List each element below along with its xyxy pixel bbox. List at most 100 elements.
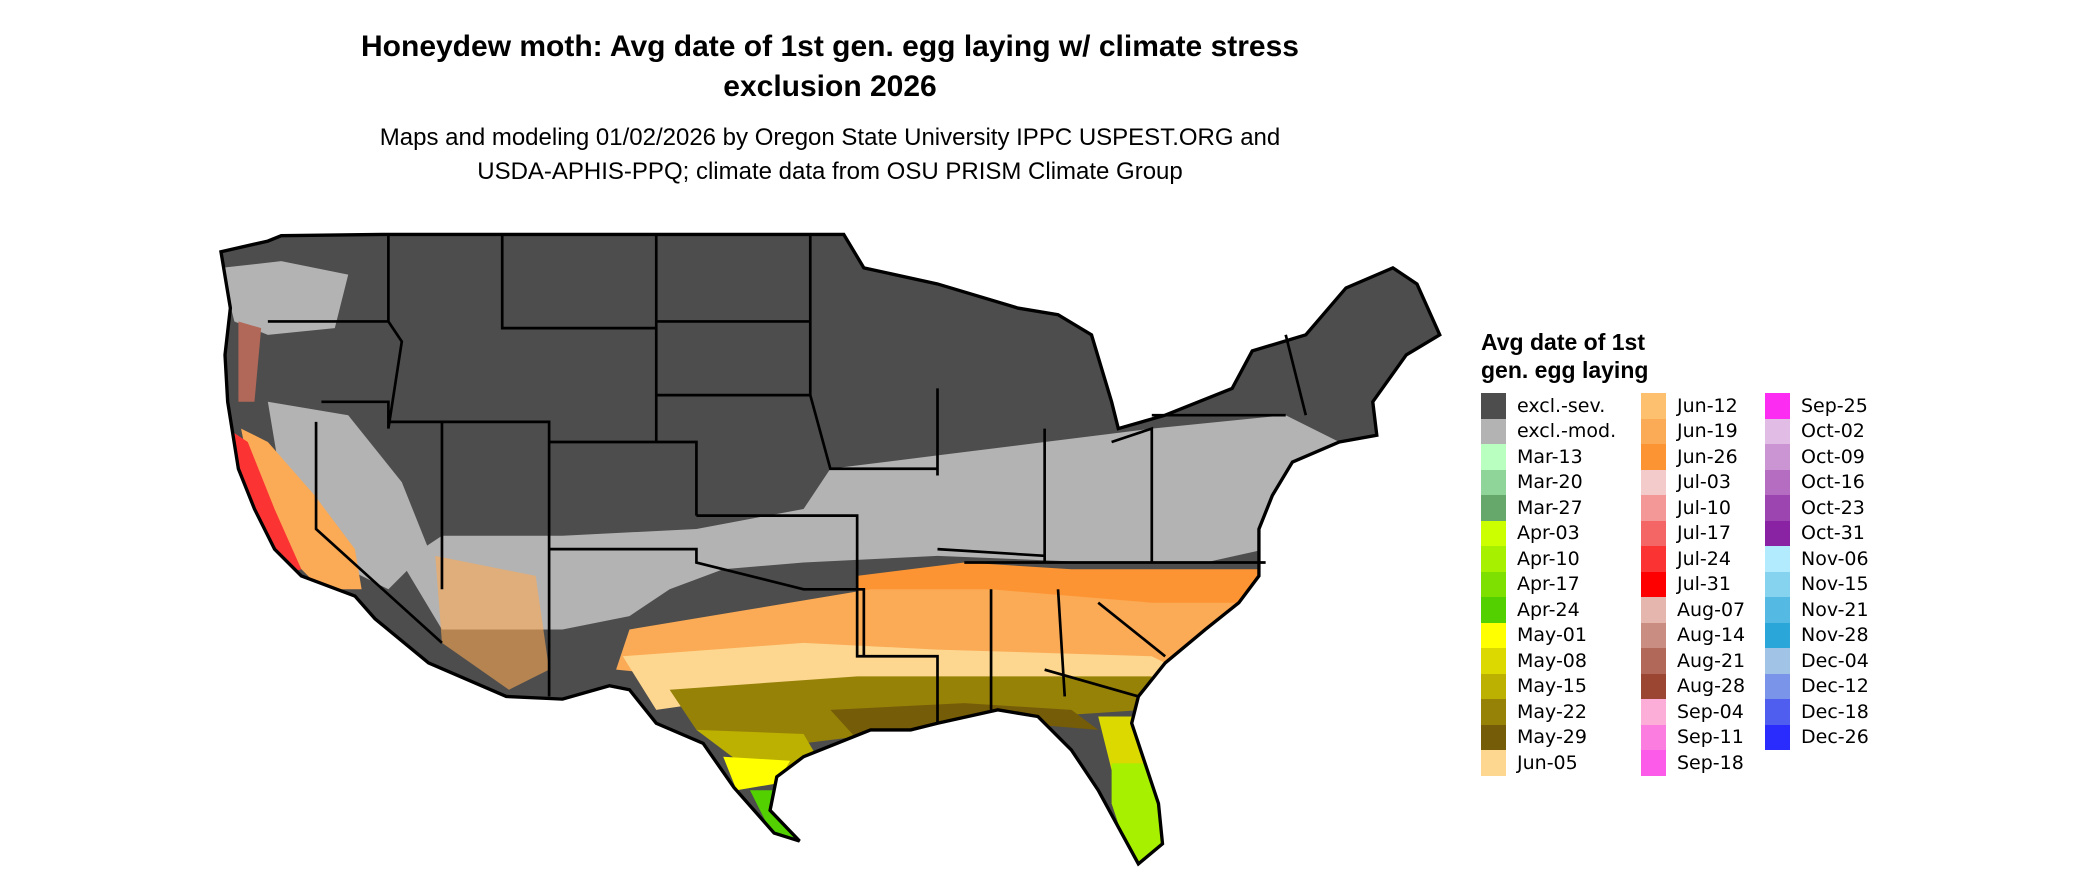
legend-label: Mar-20 <box>1517 471 1583 494</box>
legend-label: Nov-06 <box>1801 547 1869 570</box>
legend-item: Apr-24 <box>1481 597 1616 623</box>
legend-label: Aug-28 <box>1677 675 1746 698</box>
legend-swatch <box>1481 418 1506 444</box>
region-california-central <box>241 428 362 590</box>
legend-label: Dec-04 <box>1801 649 1869 672</box>
legend-item: Dec-12 <box>1765 673 1869 699</box>
legend-label: Jul-24 <box>1677 547 1731 570</box>
legend-label: Jun-12 <box>1677 394 1738 417</box>
legend-label: Jun-05 <box>1517 751 1578 774</box>
legend-label: May-29 <box>1517 726 1587 749</box>
legend-item: Apr-03 <box>1481 520 1616 546</box>
legend-item: Jul-03 <box>1641 469 1745 495</box>
legend-label: Sep-25 <box>1801 394 1868 417</box>
legend-label: Apr-17 <box>1517 573 1580 596</box>
legend-label: Oct-31 <box>1801 522 1865 545</box>
region-or-coast <box>238 321 262 402</box>
legend-item: Sep-18 <box>1641 750 1745 776</box>
legend-swatch <box>1481 750 1506 776</box>
legend-item: Jun-12 <box>1641 393 1745 419</box>
legend-column-1: excl.-sev. excl.-mod. Mar-13 Mar-20 Mar-27 Ap… <box>1481 393 1616 776</box>
legend-swatch <box>1765 469 1790 495</box>
legend-swatch <box>1765 571 1790 597</box>
legend-label: Oct-09 <box>1801 445 1865 468</box>
legend-swatch <box>1641 648 1666 674</box>
legend-item: Nov-21 <box>1765 597 1869 623</box>
region-excl-moderate-west <box>267 401 429 590</box>
legend-swatch <box>1481 724 1506 750</box>
legend-item: Jul-10 <box>1641 495 1745 521</box>
legend-item: Jun-05 <box>1481 750 1616 776</box>
legend-item: Sep-04 <box>1641 699 1745 725</box>
legend-swatch <box>1641 750 1666 776</box>
legend-swatch <box>1641 418 1666 444</box>
legend-label: Sep-04 <box>1677 700 1744 723</box>
legend-swatch <box>1481 469 1506 495</box>
legend-swatch <box>1641 571 1666 597</box>
legend-item: May-29 <box>1481 724 1616 750</box>
legend-item: Nov-06 <box>1765 546 1869 572</box>
region-may-01 <box>723 756 791 791</box>
legend-swatch <box>1481 699 1506 725</box>
legend-swatch <box>1765 418 1790 444</box>
legend-swatch <box>1641 495 1666 521</box>
state-boundaries <box>267 234 1308 724</box>
legend-swatch <box>1481 648 1506 674</box>
legend-label: Apr-24 <box>1517 598 1580 621</box>
legend-item: Oct-23 <box>1765 495 1869 521</box>
legend-item: Aug-14 <box>1641 622 1745 648</box>
legend-label: Apr-10 <box>1517 547 1580 570</box>
legend-label: excl.-sev. <box>1517 394 1606 417</box>
legend-item: Dec-04 <box>1765 648 1869 674</box>
region-excl-moderate <box>401 415 1340 630</box>
legend-label: Nov-21 <box>1801 598 1869 621</box>
legend-label: Jul-31 <box>1677 573 1731 596</box>
legend-item: Sep-25 <box>1765 393 1869 419</box>
legend-label: Jun-19 <box>1677 420 1738 443</box>
legend-item: Aug-21 <box>1641 648 1745 674</box>
legend-swatch <box>1765 648 1790 674</box>
legend-column-3: Sep-25 Oct-02 Oct-09 Oct-16 Oct-23 Oct-31 Nov-… <box>1765 393 1869 750</box>
legend-swatch <box>1481 495 1506 521</box>
legend-item: Apr-10 <box>1481 546 1616 572</box>
legend-item: Jul-24 <box>1641 546 1745 572</box>
legend-swatch <box>1481 444 1506 470</box>
legend-label: Aug-07 <box>1677 598 1746 621</box>
legend-swatch <box>1641 597 1666 623</box>
legend-swatch <box>1641 469 1666 495</box>
legend-swatch <box>1481 673 1506 699</box>
region-excl-moderate-nw <box>220 261 349 335</box>
legend-swatch <box>1765 520 1790 546</box>
legend-item: Jun-26 <box>1641 444 1745 470</box>
map-title-line2: exclusion 2026 <box>723 70 937 103</box>
legend-label: Oct-02 <box>1801 420 1865 443</box>
legend-item: Dec-26 <box>1765 724 1869 750</box>
legend-label: Sep-18 <box>1677 751 1744 774</box>
legend-swatch <box>1641 724 1666 750</box>
region-az <box>435 555 550 690</box>
legend-label: Mar-13 <box>1517 445 1583 468</box>
legend-item: Aug-28 <box>1641 673 1746 699</box>
legend-label: Nov-28 <box>1801 624 1869 647</box>
legend-swatch <box>1481 520 1506 546</box>
legend-item: Mar-20 <box>1481 469 1616 495</box>
legend-item: Apr-17 <box>1481 571 1616 597</box>
legend-label: May-15 <box>1517 675 1587 698</box>
legend-swatch <box>1481 597 1506 623</box>
legend-item: Sep-11 <box>1641 724 1745 750</box>
legend-label: Jul-03 <box>1677 471 1731 494</box>
legend-swatch <box>1765 724 1790 750</box>
legend-label: Aug-21 <box>1677 649 1746 672</box>
legend-item: May-01 <box>1481 622 1616 648</box>
legend-title: Avg date of 1st gen. egg laying <box>1481 328 1648 384</box>
legend-label: May-22 <box>1517 700 1587 723</box>
legend-label: Nov-15 <box>1801 573 1869 596</box>
legend-title-line2: gen. egg laying <box>1481 357 1649 383</box>
legend-item: Oct-09 <box>1765 444 1869 470</box>
map-title-line1: Honeydew moth: Avg date of 1st gen. egg … <box>361 30 1299 63</box>
map-subtitle-line2: USDA-APHIS-PPQ; climate data from OSU PR… <box>477 158 1183 185</box>
legend-swatch <box>1765 393 1790 419</box>
legend-label: May-08 <box>1517 649 1587 672</box>
legend-swatch <box>1765 622 1790 648</box>
